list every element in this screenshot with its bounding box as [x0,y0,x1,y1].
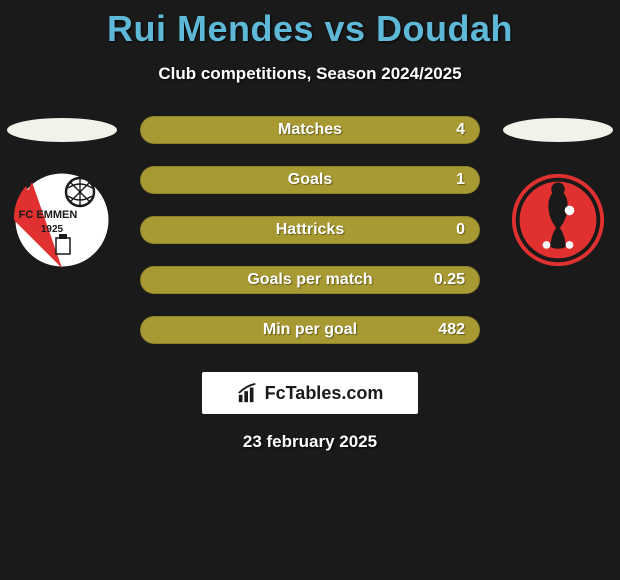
stat-value: 0 [456,221,465,239]
subtitle: Club competitions, Season 2024/2025 [0,64,620,84]
date-text: 23 february 2025 [0,432,620,452]
stat-label: Hattricks [276,221,344,239]
left-column: FC EMMEN 1925 [2,118,122,270]
right-column [498,118,618,270]
stat-bar-goals: Goals 1 [140,166,480,194]
stat-bar-min-per-goal: Min per goal 482 [140,316,480,344]
stat-bar-matches: Matches 4 [140,116,480,144]
stat-value: 1 [456,171,465,189]
svg-text:1925: 1925 [41,224,64,235]
left-score-oval [7,118,117,142]
stat-bar-goals-per-match: Goals per match 0.25 [140,266,480,294]
branding-badge[interactable]: FcTables.com [202,372,418,414]
branding-text: FcTables.com [265,383,384,404]
stat-label: Goals per match [247,271,372,289]
bar-chart-icon [237,382,259,404]
stat-label: Goals [288,171,332,189]
right-club-badge [508,170,608,270]
stat-value: 4 [456,121,465,139]
stat-label: Min per goal [263,321,357,339]
stat-value: 482 [438,321,465,339]
main-row: FC EMMEN 1925 Matches 4 Goals 1 Hattrick… [0,118,620,344]
left-club-badge: FC EMMEN 1925 [12,170,112,270]
right-badge-icon [510,172,606,268]
stat-bar-hattricks: Hattricks 0 [140,216,480,244]
svg-text:FC EMMEN: FC EMMEN [19,209,78,221]
stat-value: 0.25 [434,271,465,289]
stat-label: Matches [278,121,342,139]
comparison-card: Rui Mendes vs Doudah Club competitions, … [0,0,620,452]
stat-bars: Matches 4 Goals 1 Hattricks 0 Goals per … [140,116,480,344]
fc-emmen-badge-icon: FC EMMEN 1925 [12,170,112,270]
right-score-oval [503,118,613,142]
page-title: Rui Mendes vs Doudah [0,8,620,50]
